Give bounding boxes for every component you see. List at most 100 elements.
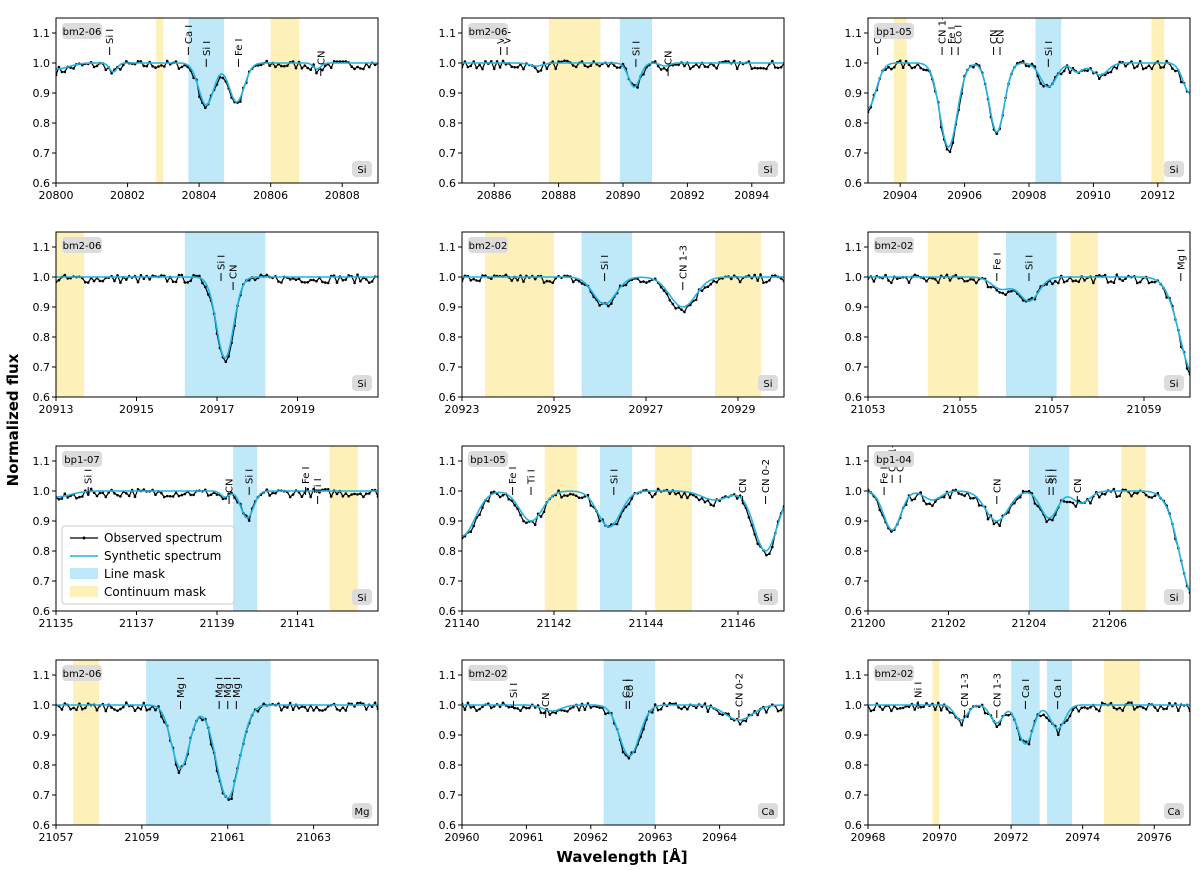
observed-point [280, 281, 283, 284]
observed-point [1115, 708, 1119, 711]
observed-point [163, 495, 166, 499]
observed-point [753, 273, 756, 277]
y-tick-label: 0.6 [845, 177, 863, 190]
observed-point [1021, 299, 1025, 302]
observed-point [370, 280, 374, 283]
observed-point [779, 66, 783, 69]
observed-point [607, 304, 610, 308]
y-tick-label: 0.6 [33, 177, 51, 190]
observed-point [283, 64, 286, 68]
line-id-label: CN [316, 51, 327, 65]
observed-point [887, 279, 890, 282]
observed-point [341, 706, 345, 709]
observed-point [744, 719, 748, 723]
observed-point [347, 495, 351, 498]
observed-point [165, 280, 169, 283]
observed-point [563, 494, 566, 497]
y-tick-label: 1.0 [33, 57, 51, 70]
observed-point [937, 281, 940, 285]
legend: Observed spectrum Synthetic spectrum Line … [61, 525, 235, 605]
star-badge: bm2-06 [63, 669, 102, 680]
observed-point [1159, 66, 1162, 69]
panel-11: Si I CN Ca ICo I CN 0-2 0.6 0.7 0.8 0.9 1.0 1.1 20… [439, 659, 785, 844]
x-tick-label: 20888 [541, 189, 576, 202]
line-mask [619, 18, 652, 183]
observed-point [119, 495, 122, 498]
observed-point [365, 492, 368, 496]
observed-point [192, 493, 195, 497]
element-badge-bg [1164, 803, 1184, 819]
observed-point [624, 283, 628, 287]
observed-point [1001, 291, 1004, 295]
y-tick-label: 1.0 [33, 271, 51, 284]
observed-point [762, 67, 765, 70]
line-mask [188, 18, 225, 183]
observed-point [69, 708, 72, 711]
observed-point [472, 60, 476, 63]
observed-point [125, 492, 128, 495]
line-id-label: Si I [600, 255, 611, 270]
y-tick-label: 0.9 [33, 515, 51, 528]
observed-point [574, 494, 578, 498]
line-id-label: CN 1-3 [960, 673, 971, 707]
observed-point [554, 711, 557, 715]
observed-point [925, 502, 928, 506]
continuum-mask [932, 660, 940, 825]
observed-point [122, 705, 125, 709]
observed-point [104, 709, 108, 713]
observed-point [154, 708, 157, 712]
x-tick-label: 21202 [931, 617, 966, 630]
observed-point [192, 273, 195, 277]
observed-point [651, 495, 654, 499]
observed-point [367, 65, 371, 69]
y-tick-label: 0.7 [33, 789, 51, 802]
observed-point [972, 278, 975, 281]
observed-point [945, 707, 949, 711]
observed-point [963, 494, 966, 498]
observed-point [490, 491, 493, 494]
observed-point [160, 715, 163, 718]
observed-point [1027, 489, 1031, 493]
observed-point [759, 273, 762, 276]
y-tick-label: 0.7 [33, 147, 51, 160]
star-badge-bg [62, 451, 102, 467]
observed-point [116, 493, 119, 497]
observed-point [545, 279, 549, 283]
y-tick-label: 0.7 [33, 361, 51, 374]
observed-point [776, 709, 780, 713]
y-tick-label: 1.0 [33, 699, 51, 712]
axes-frame [461, 231, 785, 398]
line-id-label: CN [996, 30, 1007, 44]
y-tick-label: 0.6 [33, 819, 51, 832]
observed-point [665, 69, 669, 72]
observed-point [680, 308, 683, 312]
observed-point [765, 711, 768, 714]
observed-point [1100, 492, 1104, 496]
observed-point [177, 67, 181, 70]
observed-point [718, 712, 721, 716]
star-badge: bm2-06 [63, 27, 102, 38]
x-tick-label: 21204 [1012, 617, 1047, 630]
observed-point [901, 706, 905, 710]
x-tick-label: 21141 [280, 617, 315, 630]
y-tick-label: 0.9 [33, 729, 51, 742]
observed-point [586, 702, 590, 705]
observed-point [136, 706, 140, 709]
observed-point [286, 64, 289, 67]
observed-point [160, 491, 163, 495]
observed-point [303, 64, 307, 67]
observed-point [171, 280, 175, 284]
observed-point [306, 281, 310, 284]
y-tick-label: 1.0 [439, 699, 457, 712]
plot-area: Si I CN Si I Fe ITi I [56, 446, 378, 611]
observed-point [359, 67, 362, 70]
line-id-label: Si I [1045, 469, 1056, 484]
plot-area: Si I CN 1-3 [462, 232, 784, 397]
observed-point [583, 708, 587, 712]
observed-point [645, 281, 648, 284]
element-badge-bg [352, 589, 372, 605]
observed-point [948, 711, 952, 714]
legend-line-mask-swatch [70, 568, 98, 579]
observed-point [683, 64, 686, 68]
